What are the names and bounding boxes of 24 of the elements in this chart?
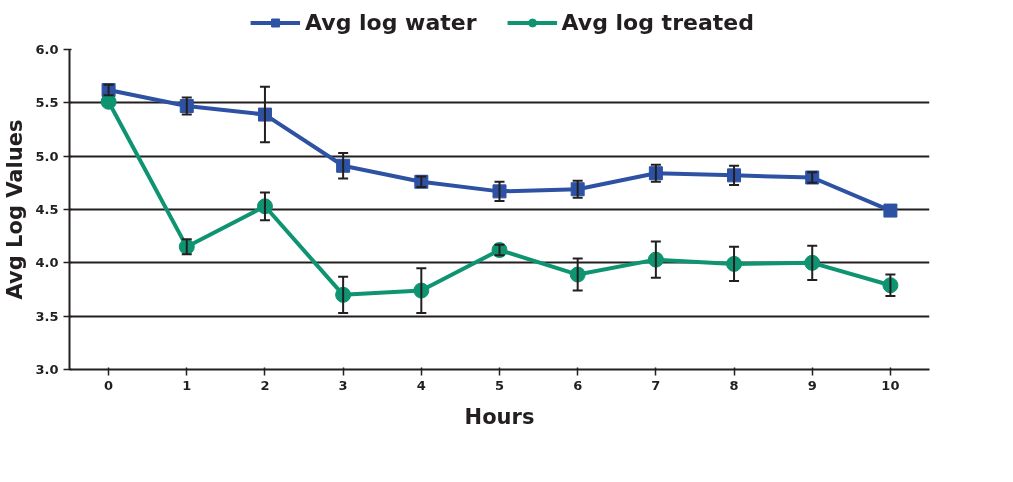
x-tick-label: 3 xyxy=(338,377,348,393)
x-tick-label: 2 xyxy=(260,377,270,393)
point xyxy=(100,93,117,110)
y-tick-label: 3.5 xyxy=(35,308,59,324)
x-tick-label: 4 xyxy=(416,377,426,393)
y-tick-label: 4.5 xyxy=(35,202,59,217)
y-tick-label: 6.0 xyxy=(35,42,59,57)
y-tick-label: 5.0 xyxy=(35,148,59,164)
x-axis-title: Hours xyxy=(464,404,535,429)
x-tick-label: 5 xyxy=(494,377,505,393)
x-tick-label: 1 xyxy=(182,377,192,393)
y-axis-title: Avg Log Values xyxy=(3,119,28,300)
legend-label: Avg log treated xyxy=(561,9,754,35)
point xyxy=(883,203,898,218)
x-tick-label: 0 xyxy=(104,377,114,393)
x-tick-label: 6 xyxy=(573,377,583,393)
y-tick-label: 3.0 xyxy=(35,362,59,377)
x-tick-label: 10 xyxy=(881,377,900,393)
y-tick-label: 4.0 xyxy=(35,255,59,271)
x-tick-label: 9 xyxy=(807,377,817,393)
x-tick-label: 7 xyxy=(651,377,661,393)
y-tick-label: 5.5 xyxy=(35,95,59,111)
x-tick-label: 8 xyxy=(729,377,739,393)
legend-label: Avg log water xyxy=(305,9,477,35)
